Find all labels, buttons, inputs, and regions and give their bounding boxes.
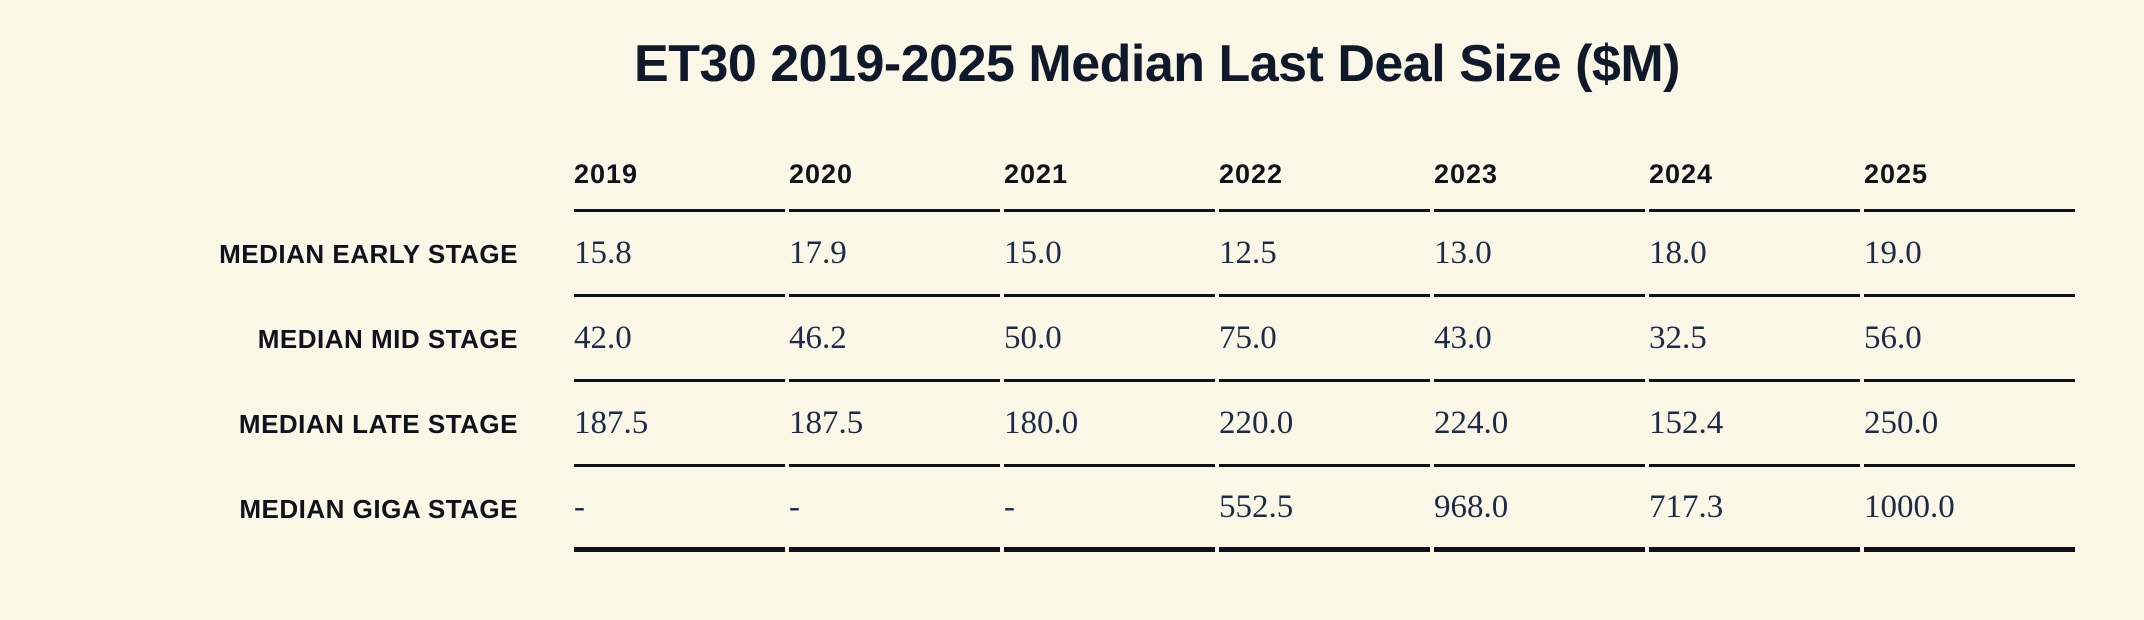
table-cell: 180.0 [1004,382,1215,467]
table-cell: 32.5 [1649,297,1860,382]
table-cell: 250.0 [1864,382,2075,467]
table-cell: 19.0 [1864,212,2075,297]
row-label-late-stage: MEDIAN LATE STAGE [238,409,518,439]
table-cell: 552.5 [1219,467,1430,552]
column-header-2022: 2022 [1219,140,1430,212]
column-header-2023: 2023 [1434,140,1645,212]
column-header-2024: 2024 [1649,140,1860,212]
table-cell: - [1004,467,1215,552]
table-cell: 1000.0 [1864,467,2075,552]
table-cell: 187.5 [789,382,1000,467]
column-header-2021: 2021 [1004,140,1215,212]
table-cell: 43.0 [1434,297,1645,382]
table-cell: 717.3 [1649,467,1860,552]
row-label-early-stage: MEDIAN EARLY STAGE [219,239,518,269]
table-cell: 152.4 [1649,382,1860,467]
table-cell: 75.0 [1219,297,1430,382]
table-cell: 56.0 [1864,297,2075,382]
table-cell: 13.0 [1434,212,1645,297]
table-cell: 15.0 [1004,212,1215,297]
table-row-median-early-stage: MEDIAN EARLY STAGE 15.8 17.9 15.0 12.5 1… [100,212,2075,297]
row-label-giga-stage: MEDIAN GIGA STAGE [239,494,518,524]
row-label-mid-stage: MEDIAN MID STAGE [257,324,518,354]
table-cell: 187.5 [574,382,785,467]
corner-cell [100,140,570,212]
table-cell: 42.0 [574,297,785,382]
table-cell: 46.2 [789,297,1000,382]
page-title: ET30 2019-2025 Median Last Deal Size ($M… [634,35,1680,93]
table-row-median-late-stage: MEDIAN LATE STAGE 187.5 187.5 180.0 220.… [100,382,2075,467]
median-deal-size-table: 2019 2020 2021 2022 2023 2024 2025 MEDIA… [96,140,2079,552]
table-cell: 50.0 [1004,297,1215,382]
table-cell: 968.0 [1434,467,1645,552]
table-cell: 15.8 [574,212,785,297]
table-cell: 224.0 [1434,382,1645,467]
table-cell: 220.0 [1219,382,1430,467]
table-cell: 17.9 [789,212,1000,297]
table-header-row: 2019 2020 2021 2022 2023 2024 2025 [100,140,2075,212]
table-row-median-mid-stage: MEDIAN MID STAGE 42.0 46.2 50.0 75.0 43.… [100,297,2075,382]
column-header-2019: 2019 [574,140,785,212]
table-cell: 18.0 [1649,212,1860,297]
table-cell: 12.5 [1219,212,1430,297]
column-header-2020: 2020 [789,140,1000,212]
table-cell: - [574,467,785,552]
table-row-median-giga-stage: MEDIAN GIGA STAGE - - - 552.5 968.0 717.… [100,467,2075,552]
table-cell: - [789,467,1000,552]
column-header-2025: 2025 [1864,140,2075,212]
